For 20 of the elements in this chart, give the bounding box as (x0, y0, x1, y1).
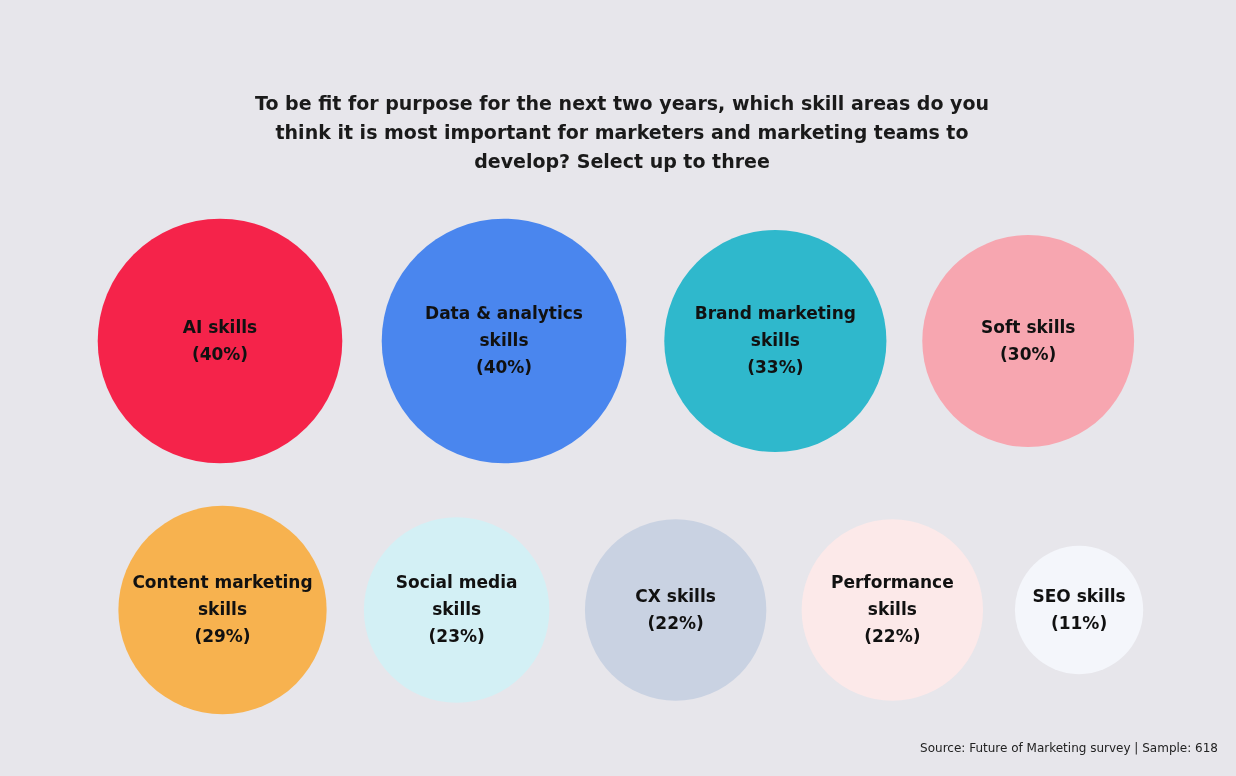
data-label: (23%) (428, 626, 485, 646)
category-label: CX skills (635, 585, 716, 606)
source-note: Source: Future of Marketing survey | Sample: 618 (920, 741, 1218, 755)
data-label: (40%) (475, 357, 533, 377)
category-label: Soft skills (981, 316, 1076, 337)
data-label: (22%) (647, 612, 704, 633)
data-label: (30%) (1000, 343, 1057, 364)
data-label: (33%) (747, 357, 804, 377)
category-label: Data & analytics skills (425, 303, 583, 350)
data-label: (11%) (1050, 612, 1108, 633)
data-label: (29%) (194, 626, 251, 646)
data-label: (22%) (864, 626, 921, 646)
category-label: Performance skills (830, 572, 954, 619)
text: To be fit for purpose for the next two years, which skill areas do you think it is most important for marketers and marketing teams to develop? Select up to three (254, 92, 990, 172)
category-label: Social media skills (395, 572, 518, 619)
category-label: Content marketing skills (132, 572, 313, 619)
category-label: Brand marketing skills (694, 303, 856, 350)
data-label: (40%) (191, 343, 249, 364)
category-label: AI skills (182, 316, 258, 337)
category-label: SEO skills (1032, 585, 1126, 606)
